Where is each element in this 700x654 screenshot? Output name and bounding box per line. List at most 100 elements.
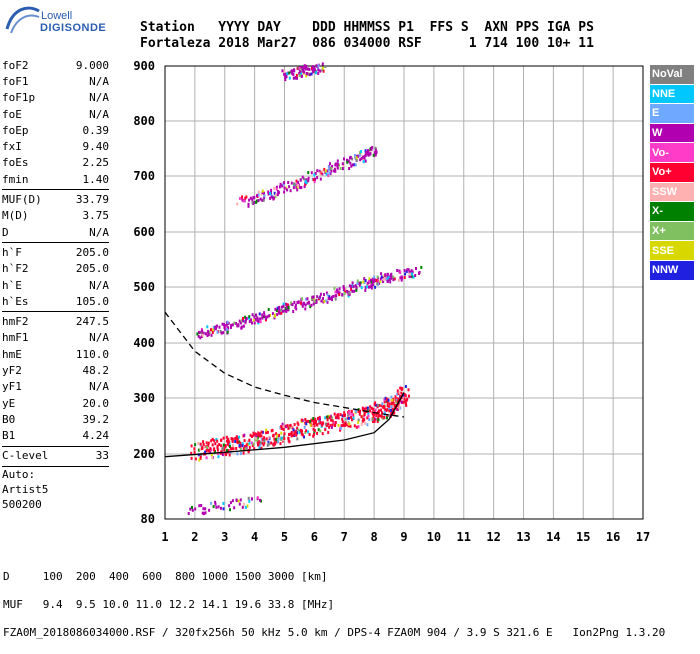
echo-point	[324, 416, 327, 420]
echo-point	[193, 450, 196, 454]
echo-point	[235, 447, 238, 450]
echo-point	[338, 287, 341, 291]
echo-point	[231, 440, 234, 443]
echo-point	[194, 443, 197, 447]
echo-point	[225, 453, 228, 457]
echo-point	[368, 280, 370, 283]
echo-point	[399, 386, 402, 390]
echo-point	[227, 326, 229, 330]
echo-point	[367, 412, 370, 416]
param-row: foF2 9.000	[2, 57, 109, 73]
echo-point	[340, 426, 343, 430]
echo-point	[371, 411, 374, 415]
echo-point	[301, 68, 304, 72]
echo-point	[281, 436, 284, 440]
echo-point	[341, 420, 344, 424]
echo-point	[267, 190, 270, 194]
echo-point	[258, 440, 261, 444]
echo-point	[354, 163, 357, 167]
echo-point	[237, 323, 240, 327]
echo-point	[392, 278, 395, 282]
echo-point	[256, 436, 259, 439]
echo-point	[283, 181, 286, 185]
echo-point	[310, 303, 313, 307]
legend-item: NoVal	[650, 65, 694, 84]
y-tick-label: 800	[133, 114, 155, 128]
echo-point	[294, 303, 297, 307]
echo-point	[287, 436, 290, 440]
echo-point	[304, 183, 307, 186]
echo-point	[257, 320, 260, 323]
echo-point	[326, 300, 329, 304]
echo-point	[327, 297, 330, 300]
legend-item: SSE	[650, 241, 694, 260]
echo-point	[303, 64, 306, 68]
param-name: hmE	[2, 347, 22, 361]
echo-point	[329, 423, 332, 427]
echo-point	[333, 421, 336, 425]
echo-point	[327, 430, 330, 434]
echo-point	[270, 188, 273, 192]
echo-point	[312, 417, 315, 420]
echo-point	[334, 167, 337, 171]
echo-point	[222, 331, 225, 335]
echo-point	[198, 330, 201, 334]
echo-point	[252, 196, 255, 200]
echo-point	[326, 418, 329, 422]
echo-point	[274, 195, 277, 199]
echo-point	[361, 408, 364, 412]
echo-point	[321, 423, 324, 427]
echo-point	[404, 272, 407, 276]
x-tick-label: 14	[546, 530, 560, 544]
echo-point	[381, 411, 383, 415]
echo-point	[280, 425, 283, 428]
echo-point	[325, 424, 328, 427]
echo-point	[397, 398, 400, 401]
echo-point	[317, 68, 320, 72]
echo-point	[263, 191, 265, 195]
echo-point	[236, 452, 239, 456]
echo-point	[336, 165, 339, 169]
echo-point	[270, 441, 273, 445]
echo-point	[308, 73, 311, 77]
echo-point	[406, 268, 409, 272]
echo-point	[205, 441, 208, 445]
echo-point	[305, 72, 308, 75]
echo-point	[283, 432, 286, 436]
echo-point	[315, 423, 318, 427]
echo-point	[207, 444, 210, 448]
echo-point	[296, 76, 298, 80]
echo-point	[322, 297, 324, 300]
echo-point	[344, 290, 347, 294]
echo-point	[187, 512, 190, 515]
echo-point	[300, 186, 303, 189]
echo-point	[355, 286, 358, 290]
echo-point	[256, 319, 259, 322]
echo-point	[378, 404, 381, 407]
echo-point	[349, 424, 352, 428]
param-name: B1	[2, 429, 16, 443]
echo-point	[257, 443, 259, 447]
echo-point	[370, 286, 373, 290]
echo-point	[222, 443, 225, 447]
echo-point	[299, 70, 302, 73]
param-name: foEp	[2, 123, 29, 137]
echo-point	[281, 69, 284, 73]
echo-point	[216, 448, 219, 452]
echo-point	[376, 275, 379, 279]
param-value: 205.0	[75, 262, 109, 276]
x-tick-label: 4	[251, 530, 258, 544]
echo-point	[355, 156, 358, 160]
echo-point	[296, 183, 298, 187]
echo-point	[379, 279, 382, 283]
echo-point	[206, 325, 209, 329]
echo-point	[347, 413, 350, 417]
echo-point	[248, 445, 251, 449]
echo-point	[199, 336, 202, 340]
echo-point	[358, 282, 361, 286]
echo-point	[393, 277, 396, 281]
echo-point	[263, 196, 266, 200]
echo-point	[247, 443, 250, 446]
echo-point	[399, 271, 402, 275]
echo-point	[300, 428, 302, 432]
